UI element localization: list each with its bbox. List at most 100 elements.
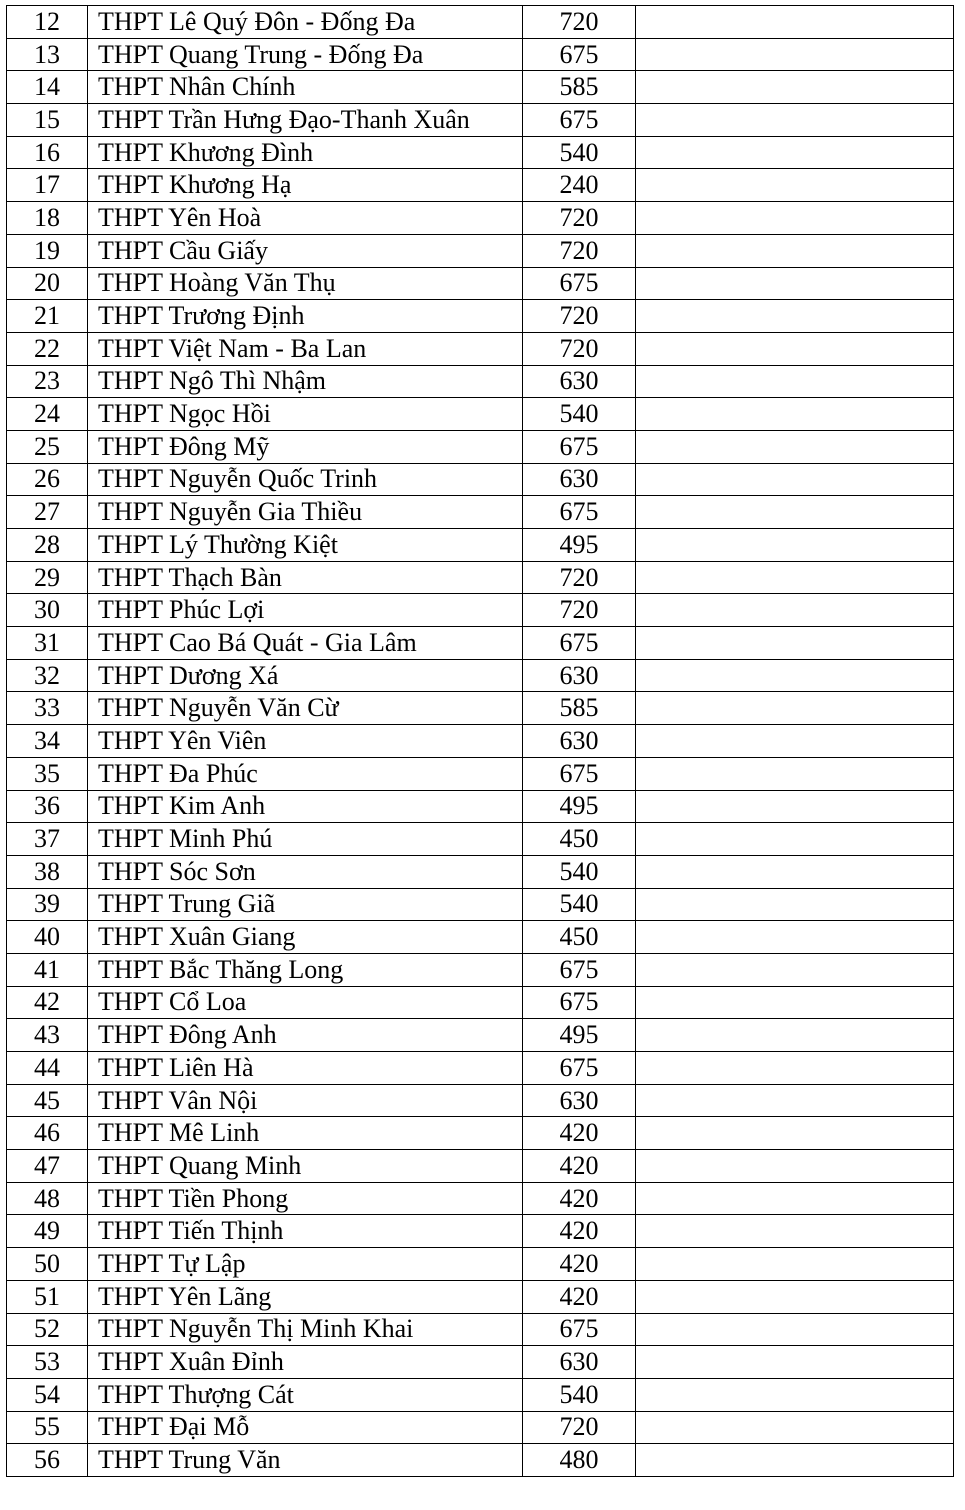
table-row: 37 THPT Minh Phú 450 <box>6 822 954 856</box>
empty-cell <box>635 364 954 399</box>
quota-value: 720 <box>522 593 636 628</box>
empty-cell <box>635 528 954 562</box>
empty-cell <box>635 1279 954 1314</box>
row-number: 44 <box>6 1051 88 1085</box>
row-number: 27 <box>6 495 88 529</box>
school-name: THPT Minh Phú <box>87 822 523 856</box>
row-number: 37 <box>6 822 88 856</box>
school-name: THPT Tiền Phong <box>87 1181 523 1216</box>
school-name: THPT Quang Trung - Đống Đa <box>87 37 523 72</box>
empty-cell <box>635 37 954 72</box>
table-row: 49 THPT Tiến Thịnh 420 <box>6 1214 954 1249</box>
row-number: 28 <box>6 528 88 562</box>
row-number: 33 <box>6 691 88 726</box>
school-name: THPT Đông Anh <box>87 1018 523 1052</box>
row-number: 46 <box>6 1116 88 1151</box>
empty-cell <box>635 626 954 660</box>
quota-value: 540 <box>522 1377 636 1412</box>
school-name: THPT Nguyễn Quốc Trinh <box>87 462 523 497</box>
school-name: THPT Mê Linh <box>87 1116 523 1151</box>
empty-cell <box>635 429 954 464</box>
table-row: 20 THPT Hoàng Văn Thụ 675 <box>6 266 954 301</box>
empty-cell <box>635 103 954 137</box>
row-number: 18 <box>6 201 88 235</box>
school-name: THPT Đại Mỗ <box>87 1410 523 1445</box>
quota-value: 420 <box>522 1116 636 1151</box>
row-number: 31 <box>6 626 88 660</box>
schools-table-body: 12 THPT Lê Quý Đôn - Đống Đa 720 13 THPT Qua… <box>6 5 954 1477</box>
quota-value: 420 <box>522 1279 636 1314</box>
empty-cell <box>635 658 954 693</box>
table-row: 50 THPT Tự Lập 420 <box>6 1247 954 1281</box>
school-name: THPT Ngô Thì Nhậm <box>87 364 523 399</box>
empty-cell <box>635 952 954 987</box>
quota-value: 720 <box>522 1410 636 1445</box>
school-name: THPT Tự Lập <box>87 1247 523 1281</box>
table-row: 18 THPT Yên Hoà 720 <box>6 201 954 235</box>
row-number: 36 <box>6 789 88 824</box>
row-number: 49 <box>6 1214 88 1249</box>
empty-cell <box>635 70 954 105</box>
quota-value: 495 <box>522 789 636 824</box>
quota-value: 675 <box>522 495 636 529</box>
quota-value: 495 <box>522 1018 636 1052</box>
empty-cell <box>635 887 954 922</box>
school-name: THPT Liên Hà <box>87 1051 523 1085</box>
row-number: 54 <box>6 1377 88 1412</box>
table-row: 36 THPT Kim Anh 495 <box>6 789 954 824</box>
quota-value: 495 <box>522 528 636 562</box>
school-name: THPT Trung Giã <box>87 887 523 922</box>
row-number: 53 <box>6 1345 88 1379</box>
school-name: THPT Xuân Đỉnh <box>87 1345 523 1379</box>
quota-value: 675 <box>522 1312 636 1347</box>
table-row: 16 THPT Khương Đình 540 <box>6 135 954 170</box>
table-row: 19 THPT Cầu Giấy 720 <box>6 233 954 268</box>
row-number: 21 <box>6 299 88 333</box>
school-name: THPT Trần Hưng Đạo-Thanh Xuân <box>87 103 523 137</box>
quota-value: 450 <box>522 822 636 856</box>
school-name: THPT Nhân Chính <box>87 70 523 105</box>
quota-value: 540 <box>522 397 636 431</box>
table-row: 55 THPT Đại Mỗ 720 <box>6 1410 954 1445</box>
table-row: 29 THPT Thạch Bàn 720 <box>6 560 954 595</box>
row-number: 41 <box>6 952 88 987</box>
row-number: 51 <box>6 1279 88 1314</box>
empty-cell <box>635 201 954 235</box>
table-row: 27 THPT Nguyễn Gia Thiều 675 <box>6 495 954 529</box>
quota-value: 540 <box>522 854 636 889</box>
quota-value: 540 <box>522 887 636 922</box>
table-row: 33 THPT Nguyễn Văn Cừ 585 <box>6 691 954 726</box>
table-row: 48 THPT Tiền Phong 420 <box>6 1181 954 1216</box>
row-number: 12 <box>6 5 88 39</box>
table-row: 15 THPT Trần Hưng Đạo-Thanh Xuân 675 <box>6 103 954 137</box>
row-number: 16 <box>6 135 88 170</box>
quota-value: 450 <box>522 920 636 954</box>
quota-value: 720 <box>522 299 636 333</box>
school-name: THPT Dương Xá <box>87 658 523 693</box>
table-row: 30 THPT Phúc Lợi 720 <box>6 593 954 628</box>
empty-cell <box>635 462 954 497</box>
empty-cell <box>635 495 954 529</box>
empty-cell <box>635 985 954 1020</box>
school-name: THPT Phúc Lợi <box>87 593 523 628</box>
table-row: 13 THPT Quang Trung - Đống Đa 675 <box>6 37 954 72</box>
school-name: THPT Thượng Cát <box>87 1377 523 1412</box>
table-row: 12 THPT Lê Quý Đôn - Đống Đa 720 <box>6 5 954 39</box>
empty-cell <box>635 266 954 301</box>
school-name: THPT Xuân Giang <box>87 920 523 954</box>
row-number: 13 <box>6 37 88 72</box>
row-number: 45 <box>6 1083 88 1118</box>
table-row: 53 THPT Xuân Đỉnh 630 <box>6 1345 954 1379</box>
quota-value: 675 <box>522 756 636 791</box>
row-number: 48 <box>6 1181 88 1216</box>
empty-cell <box>635 1149 954 1183</box>
empty-cell <box>635 1410 954 1445</box>
table-row: 56 THPT Trung Văn 480 <box>6 1443 954 1477</box>
school-name: THPT Ngọc Hồi <box>87 397 523 431</box>
table-row: 40 THPT Xuân Giang 450 <box>6 920 954 954</box>
school-name: THPT Nguyễn Văn Cừ <box>87 691 523 726</box>
table-row: 42 THPT Cổ Loa 675 <box>6 985 954 1020</box>
school-name: THPT Cầu Giấy <box>87 233 523 268</box>
quota-value: 720 <box>522 233 636 268</box>
row-number: 43 <box>6 1018 88 1052</box>
